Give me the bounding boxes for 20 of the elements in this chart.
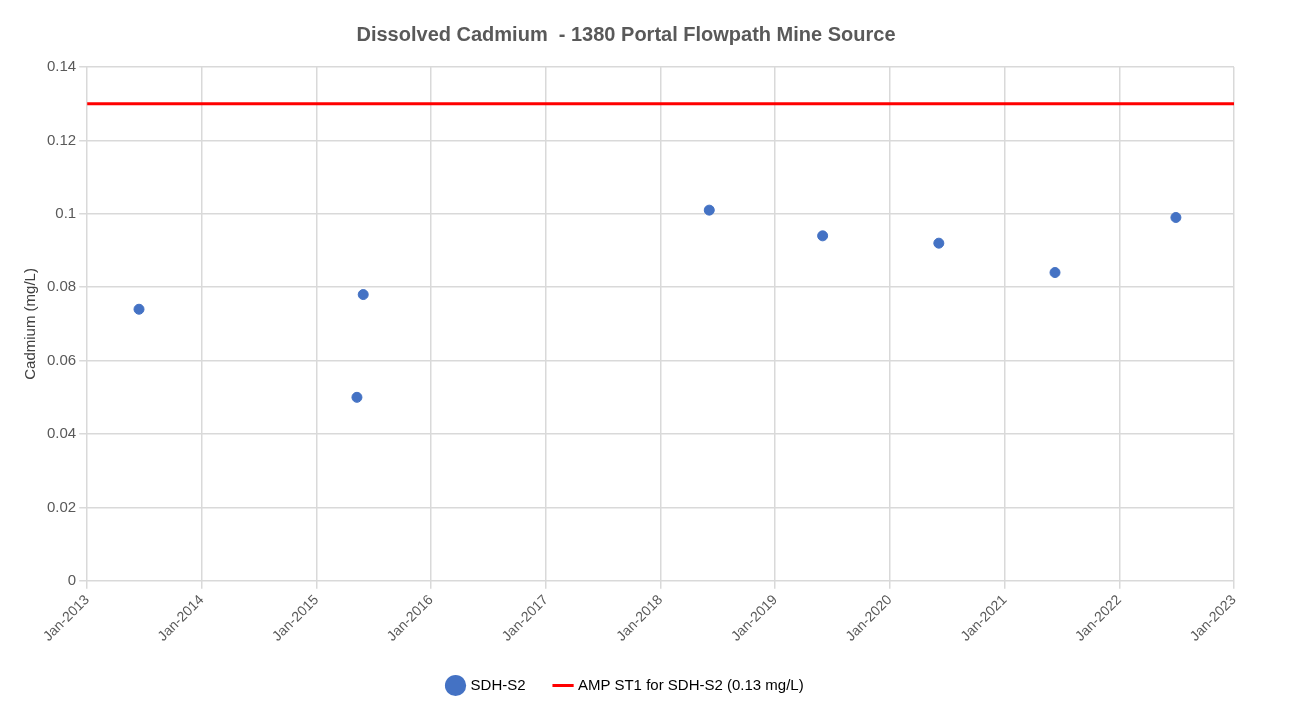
y-tick-label: 0.14 [46, 57, 77, 75]
y-tick-label: 0.06 [46, 350, 77, 368]
point [1170, 211, 1182, 223]
point [817, 230, 829, 242]
y-tick-label: 0.08 [46, 277, 77, 295]
y-tick-label: 0.12 [46, 130, 77, 148]
y-axis-title: Cadmium (mg/L) [21, 268, 39, 380]
y-tick-label: 0.1 [55, 203, 77, 221]
y-tick-label: 0 [67, 570, 77, 588]
legend-label: AMP ST1 for SDH-S2 (0.13 mg/L) [578, 675, 804, 693]
y-tick-label: 0.02 [46, 497, 77, 515]
y-tick-label: 0.04 [46, 424, 77, 442]
point [133, 303, 145, 315]
point [357, 289, 369, 301]
point [933, 237, 945, 249]
point [1049, 267, 1061, 279]
point [703, 204, 715, 216]
chart-title: Dissolved Cadmium - 1380 Portal Flowpath Mine Source [356, 22, 896, 45]
point [351, 391, 363, 403]
legend-label: SDH-S2 [470, 675, 526, 693]
